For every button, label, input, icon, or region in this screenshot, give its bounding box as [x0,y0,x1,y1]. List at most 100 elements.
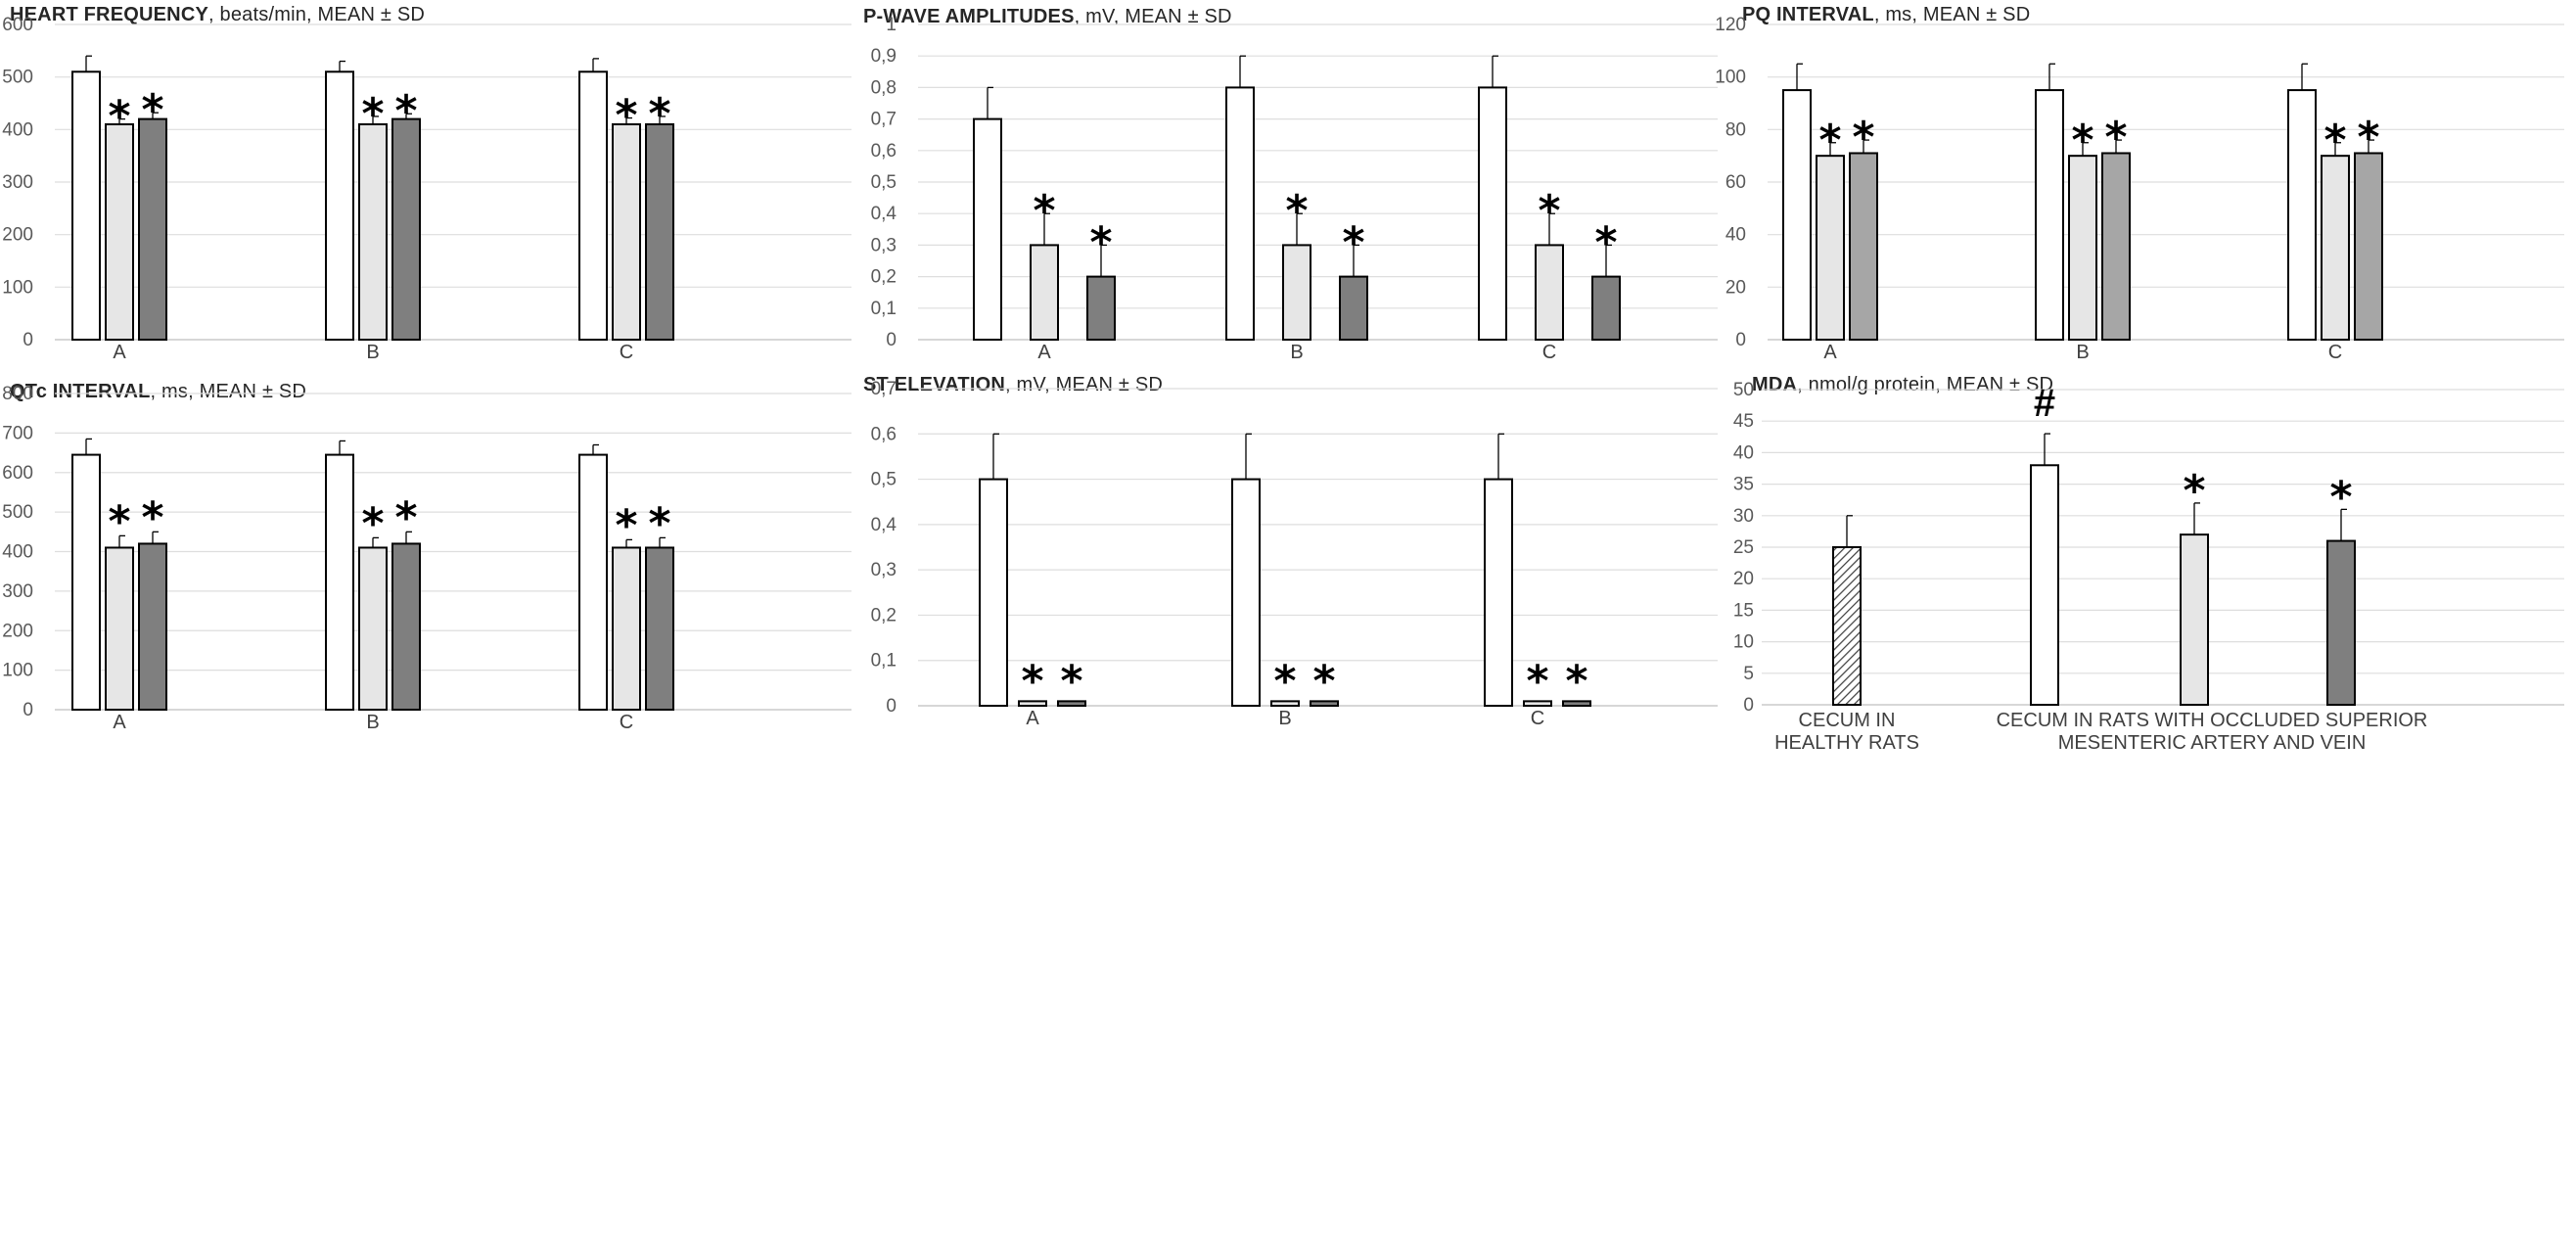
category-label: C [620,342,633,363]
category-label: B [1290,342,1303,363]
y-tick-label: 200 [2,225,33,246]
bar [645,546,674,711]
category-label: B [366,712,379,733]
bar [2101,152,2131,341]
category-label: CECUM IN RATS WITH OCCLUDED SUPERIOR [1997,710,2428,731]
chart-title-units: , ms, MEAN ± SD [150,381,307,402]
category-label: C [1531,708,1544,729]
chart-title-units: , mV, MEAN ± SD [1005,374,1164,395]
significance-marker: * [615,91,637,141]
significance-marker: * [2071,116,2093,165]
bar [1484,478,1513,707]
bar [1849,152,1878,341]
significance-marker: * [648,498,670,548]
category-label: MESENTERIC ARTERY AND VEIN [2058,732,2367,754]
category-label: A [113,712,126,733]
chart-title-units: , mV, MEAN ± SD [1074,6,1232,27]
bar [2180,533,2209,706]
significance-marker: * [394,492,417,542]
significance-marker: * [361,89,384,139]
bar [325,70,354,342]
y-tick-label: 0,7 [871,379,897,399]
y-tick-label: 0,9 [871,46,897,67]
bar [391,117,421,341]
bar [1030,244,1059,341]
y-tick-label: 0 [1743,695,1754,716]
bar [2068,155,2097,341]
chart-title: PQ INTERVAL, ms, MEAN ± SD [1742,4,2030,26]
bar [1270,700,1300,708]
y-tick-label: 30 [1733,506,1754,527]
category-label: HEALTHY RATS [1774,732,1919,754]
bar [1782,89,1812,342]
y-tick-label: 200 [2,621,33,641]
chart-st-elevation: ST ELEVATION, mV, MEAN ± SD 0 0,1 0,2 0,3 0,… [861,370,1723,1251]
significance-marker: * [2323,116,2346,165]
y-tick-label: 0,3 [871,235,897,255]
significance-marker: * [141,85,163,135]
y-tick-label: 45 [1733,411,1754,432]
chart-pq-interval: PQ INTERVAL, ms, MEAN ± SD 0 20 40 60 80 100 1… [1715,0,2576,612]
category-label: B [366,342,379,363]
y-tick-label: 0 [1735,330,1746,350]
bar [1282,244,1311,341]
y-tick-label: 300 [2,172,33,193]
bar [2321,155,2350,341]
y-tick-label: 0,5 [871,172,897,193]
bar [1057,700,1086,708]
y-tick-label: 600 [2,15,33,35]
significance-marker: * [2329,472,2352,522]
y-tick-label: 0,6 [871,141,897,162]
y-tick-label: 0,6 [871,424,897,444]
significance-marker: * [361,498,384,548]
significance-marker: * [1594,217,1617,267]
y-tick-label: 15 [1733,600,1754,621]
category-label: A [1823,342,1837,363]
y-tick-label: 0,2 [871,605,897,626]
bar [973,117,1002,341]
significance-marker: * [2357,113,2379,162]
category-label: C [1542,342,1556,363]
chart-title-main: QTc INTERVAL [10,381,151,402]
category-label: C [620,712,633,733]
bar [979,478,1008,707]
bar [1478,86,1507,342]
bar [358,122,388,342]
chart-title: P-WAVE AMPLITUDES, mV, MEAN ± SD [863,6,1232,28]
y-tick-label: 25 [1733,537,1754,558]
chart-title-main: HEART FREQUENCY [10,4,209,25]
significance-marker: * [1060,656,1082,706]
bar [612,122,641,342]
y-tick-label: 5 [1743,664,1754,684]
bar [138,542,167,711]
significance-marker: * [141,492,163,542]
y-tick-label: 800 [2,384,33,404]
bar [1816,155,1845,341]
category-label: A [1037,342,1051,363]
significance-marker: * [108,496,130,546]
y-tick-label: 20 [1725,277,1746,298]
significance-marker: * [1021,656,1043,706]
chart-title-main: P-WAVE AMPLITUDES [863,6,1075,27]
y-tick-label: 60 [1725,172,1746,193]
y-tick-label: 100 [1715,68,1746,88]
bar [645,122,674,342]
significance-marker: * [2104,113,2127,162]
significance-marker: * [1526,656,1548,706]
bar [1562,700,1591,708]
bar [1832,546,1862,706]
bar [1339,275,1368,342]
bar [612,546,641,711]
y-tick-label: 20 [1733,569,1754,589]
y-tick-label: 300 [2,581,33,602]
bar [2030,464,2059,706]
bar [2035,89,2064,342]
y-tick-label: 400 [2,119,33,140]
significance-marker: * [2183,466,2205,516]
y-tick-label: 0,8 [871,77,897,98]
chart-heart-frequency: HEART FREQUENCY, beats/min, MEAN ± SD 0 1… [0,0,861,612]
bar [1310,700,1339,708]
bar [1018,700,1047,708]
